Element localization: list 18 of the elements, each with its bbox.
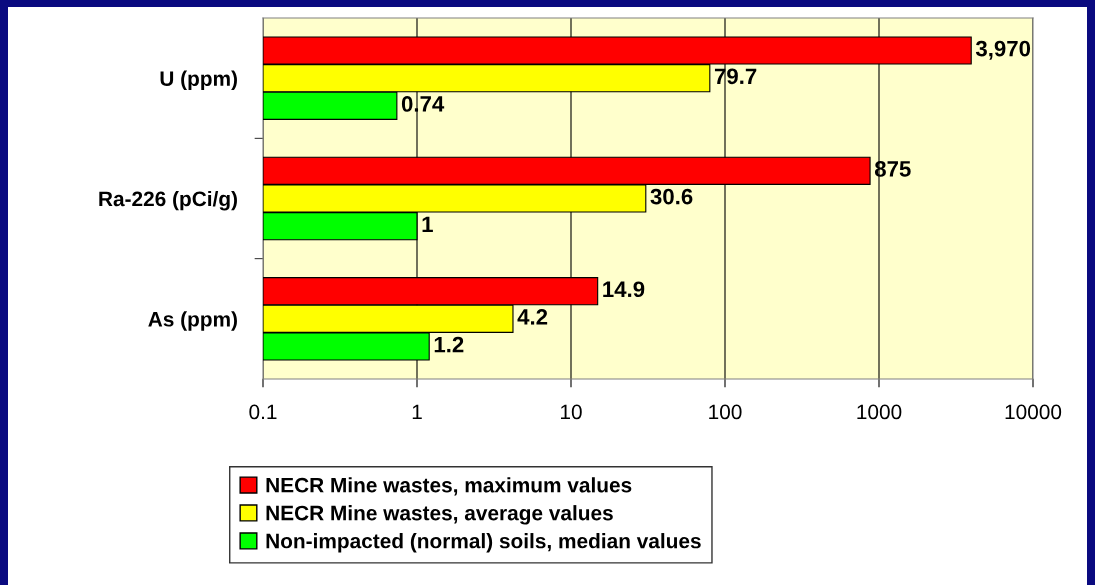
x-tick-label: 1000: [857, 404, 902, 420]
legend-label: NECR Mine wastes, maximum values: [266, 477, 632, 496]
x-tick-label: 1: [412, 404, 422, 420]
x-tick-label: 0.1: [249, 404, 277, 420]
x-tick-label: 100: [709, 404, 742, 420]
x-tick-label: 10000: [1005, 404, 1062, 420]
y-tick-label: U (ppm): [160, 70, 237, 91]
data-label: 3,970: [975, 40, 1031, 60]
y-tick-label: Ra-226 (pCi/g): [99, 190, 237, 211]
legend-label: NECR Mine wastes, average values: [266, 505, 613, 525]
data-label: 1: [422, 216, 433, 232]
data-label: 30.6: [650, 188, 693, 205]
x-tick-label: 10: [561, 404, 582, 420]
data-label: 1.2: [434, 336, 464, 353]
data-label: 14.9: [603, 281, 645, 298]
legend-label: Non-impacted (normal) soils, median values: [266, 533, 701, 553]
data-label: 4.2: [517, 309, 548, 325]
y-tick-label: As (ppm): [148, 311, 237, 331]
